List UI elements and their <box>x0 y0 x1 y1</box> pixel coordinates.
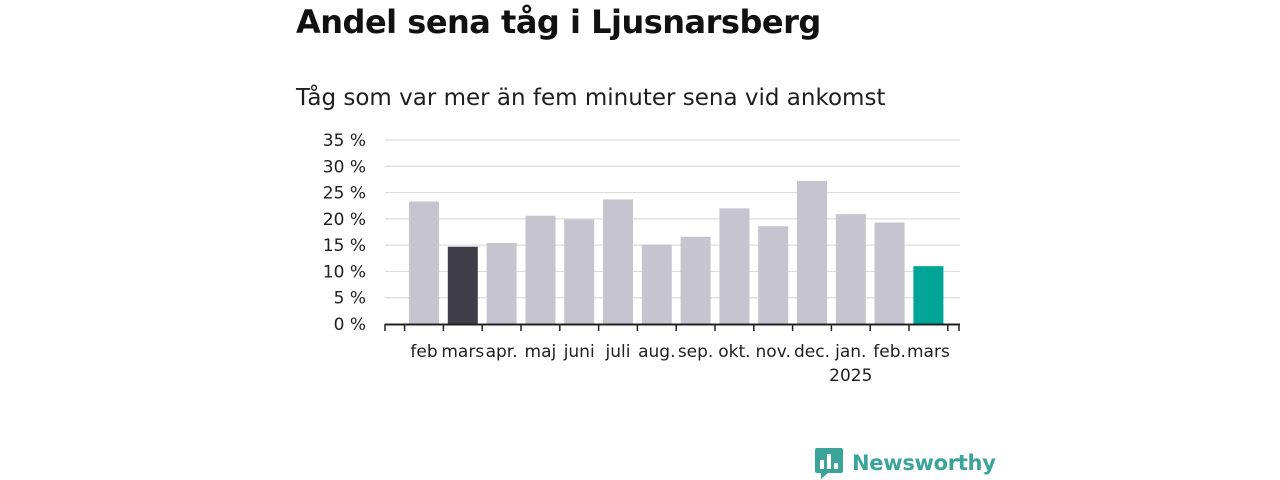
y-axis-tick-labels: 0 % 5 % 10 % 15 % 20 % 25 % 30 % 35 % <box>323 131 366 335</box>
y-tick-label: 15 % <box>323 236 366 256</box>
x-tick-label: mars <box>907 342 950 362</box>
bar <box>835 214 866 324</box>
bar <box>758 226 789 324</box>
bar <box>797 181 827 324</box>
x-tick-label: nov. <box>756 342 791 362</box>
y-tick-label: 30 % <box>323 157 366 177</box>
bar <box>680 236 711 324</box>
x-tick-label: mars <box>441 342 484 362</box>
chart-title: Andel sena tåg i Ljusnarsberg <box>296 3 821 41</box>
x-tick-label: sep. <box>678 342 714 362</box>
bar <box>641 244 672 324</box>
bar <box>913 266 944 324</box>
bar <box>719 208 750 324</box>
x-tick-label: feb <box>410 342 437 362</box>
bar <box>486 243 517 324</box>
bar <box>525 215 556 324</box>
x-tick-label: okt. <box>718 342 750 362</box>
bar <box>447 246 478 324</box>
x-tick-label: aug. <box>638 342 675 362</box>
x-axis-tick-labels: feb mars apr. maj juni juli aug. sep. okt. nov. de… <box>410 342 950 386</box>
bar <box>564 219 595 324</box>
x-tick-label: feb. <box>873 342 906 362</box>
bar <box>874 222 905 324</box>
brand-logo: Newsworthy <box>814 446 996 480</box>
x-tick-label: jan. <box>834 342 866 362</box>
bar <box>409 201 439 324</box>
y-tick-label: 25 % <box>323 184 366 204</box>
bar <box>603 199 633 324</box>
x-tick-label: juli <box>605 342 631 362</box>
x-tick-year-label: 2025 <box>829 366 872 386</box>
x-tick-label: apr. <box>486 342 518 362</box>
bar-chart: 0 %5 %10 %15 %20 %25 %30 %35 % feb mars ap… <box>323 131 960 386</box>
x-axis <box>384 323 960 331</box>
y-tick-label: 35 % <box>323 131 366 151</box>
x-tick-label: dec. <box>794 342 830 362</box>
y-tick-label: 20 % <box>323 210 366 230</box>
y-tick-label: 10 % <box>323 262 366 282</box>
chart-subtitle: Tåg som var mer än fem minuter sena vid … <box>296 85 886 111</box>
y-tick-label: 5 % <box>334 289 366 309</box>
y-tick-label: 0 % <box>334 315 366 335</box>
x-tick-label: juni <box>563 342 595 362</box>
brand-name: Newsworthy <box>852 451 996 475</box>
x-tick-label: maj <box>525 342 557 362</box>
bars <box>409 181 944 324</box>
newsworthy-logo-icon <box>815 448 843 479</box>
